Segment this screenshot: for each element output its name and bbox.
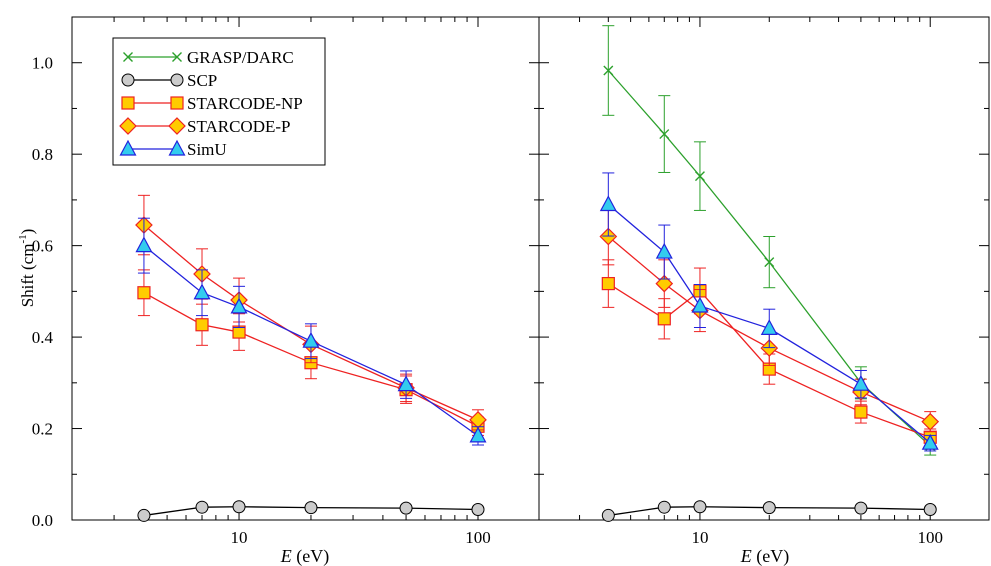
data-point — [601, 508, 615, 522]
data-point — [693, 500, 707, 514]
legend-label: STARCODE-NP — [187, 94, 303, 113]
data-point — [659, 129, 670, 140]
series-line — [608, 506, 931, 517]
legend-marker — [119, 117, 137, 135]
data-point — [137, 508, 151, 522]
data-point — [764, 257, 775, 268]
y-tick-label: 0.4 — [32, 328, 54, 347]
data-point — [854, 405, 868, 419]
legend-label: SCP — [187, 71, 217, 90]
y-axis-label: Shift (cm-1) — [17, 229, 37, 308]
data-point — [691, 296, 709, 313]
data-point — [137, 286, 151, 300]
series-line — [143, 245, 479, 437]
data-point — [923, 502, 937, 516]
legend-marker — [170, 96, 184, 110]
series-grasp-darc — [602, 25, 937, 456]
legend-marker — [170, 73, 184, 87]
data-point — [469, 426, 487, 443]
data-point — [921, 433, 939, 450]
legend-box — [112, 37, 326, 166]
right-x-axis-label: E (eV) — [740, 546, 789, 566]
left-panel-plot — [135, 194, 487, 522]
data-point — [193, 283, 211, 300]
legend-label: GRASP/DARC — [187, 48, 294, 67]
legend-marker — [168, 139, 186, 156]
series-simu — [599, 172, 939, 452]
data-point — [852, 374, 870, 391]
left-x-axis-label: E (eV) — [280, 546, 329, 566]
right-panel-ticks: 10 100 — [539, 16, 989, 547]
x-tick-label: 10 — [691, 528, 708, 547]
y-tick-label: 0.8 — [32, 145, 53, 164]
left-panel-ticks: 10 100 0.0 0.2 0.4 0.6 0.8 1.0 — [32, 16, 539, 547]
y-tick-label: 0.2 — [32, 420, 53, 439]
data-point — [854, 501, 868, 515]
legend-marker — [121, 96, 135, 110]
data-point — [135, 236, 153, 253]
right-panel-plot — [599, 25, 940, 522]
series-line — [143, 292, 479, 427]
legend-entry: STARCODE-P — [119, 117, 291, 136]
legend-label: SimU — [187, 140, 227, 159]
legend-entry: GRASP/DARC — [123, 48, 294, 67]
legend-marker — [121, 73, 135, 87]
data-point — [599, 195, 617, 212]
data-point — [195, 500, 209, 514]
series-simu — [135, 217, 487, 446]
data-point — [230, 297, 248, 314]
series-line — [607, 203, 931, 444]
data-point — [601, 276, 615, 291]
legend-marker — [123, 52, 133, 62]
legend-entry: STARCODE-NP — [121, 94, 303, 113]
data-point — [302, 331, 320, 348]
data-point — [603, 65, 614, 76]
y-tick-label: 0.6 — [32, 237, 53, 256]
legend-marker — [172, 52, 182, 62]
right-panel-frame — [538, 16, 990, 521]
legend-marker — [168, 117, 186, 135]
x-tick-label: 100 — [917, 528, 943, 547]
series-starcode-p — [135, 194, 487, 431]
data-point — [304, 501, 318, 515]
data-point — [655, 242, 673, 259]
data-point — [195, 318, 209, 332]
legend: GRASP/DARC SCP STARCODE-NP STARCODE-P SimU — [112, 37, 326, 166]
data-point — [471, 502, 485, 516]
data-point — [399, 501, 413, 515]
data-point — [232, 500, 246, 514]
data-point — [397, 375, 415, 392]
data-point — [921, 412, 940, 431]
series-line — [143, 506, 479, 517]
series-line — [143, 224, 479, 421]
x-tick-label: 10 — [231, 528, 248, 547]
data-point — [657, 312, 671, 326]
series-line — [607, 235, 931, 423]
data-point — [655, 274, 674, 293]
data-point — [694, 171, 705, 182]
data-point — [760, 319, 778, 336]
x-tick-label: 100 — [465, 528, 491, 547]
legend-entry: SCP — [121, 71, 217, 90]
legend-marker — [119, 139, 137, 156]
series-scp — [137, 500, 485, 522]
legend-label: STARCODE-P — [187, 117, 291, 136]
data-point — [657, 500, 671, 514]
y-tick-label: 1.0 — [32, 54, 53, 73]
data-point — [762, 501, 776, 515]
y-tick-label: 0.0 — [32, 511, 53, 530]
series-scp — [601, 500, 937, 522]
legend-entry: SimU — [119, 139, 227, 159]
